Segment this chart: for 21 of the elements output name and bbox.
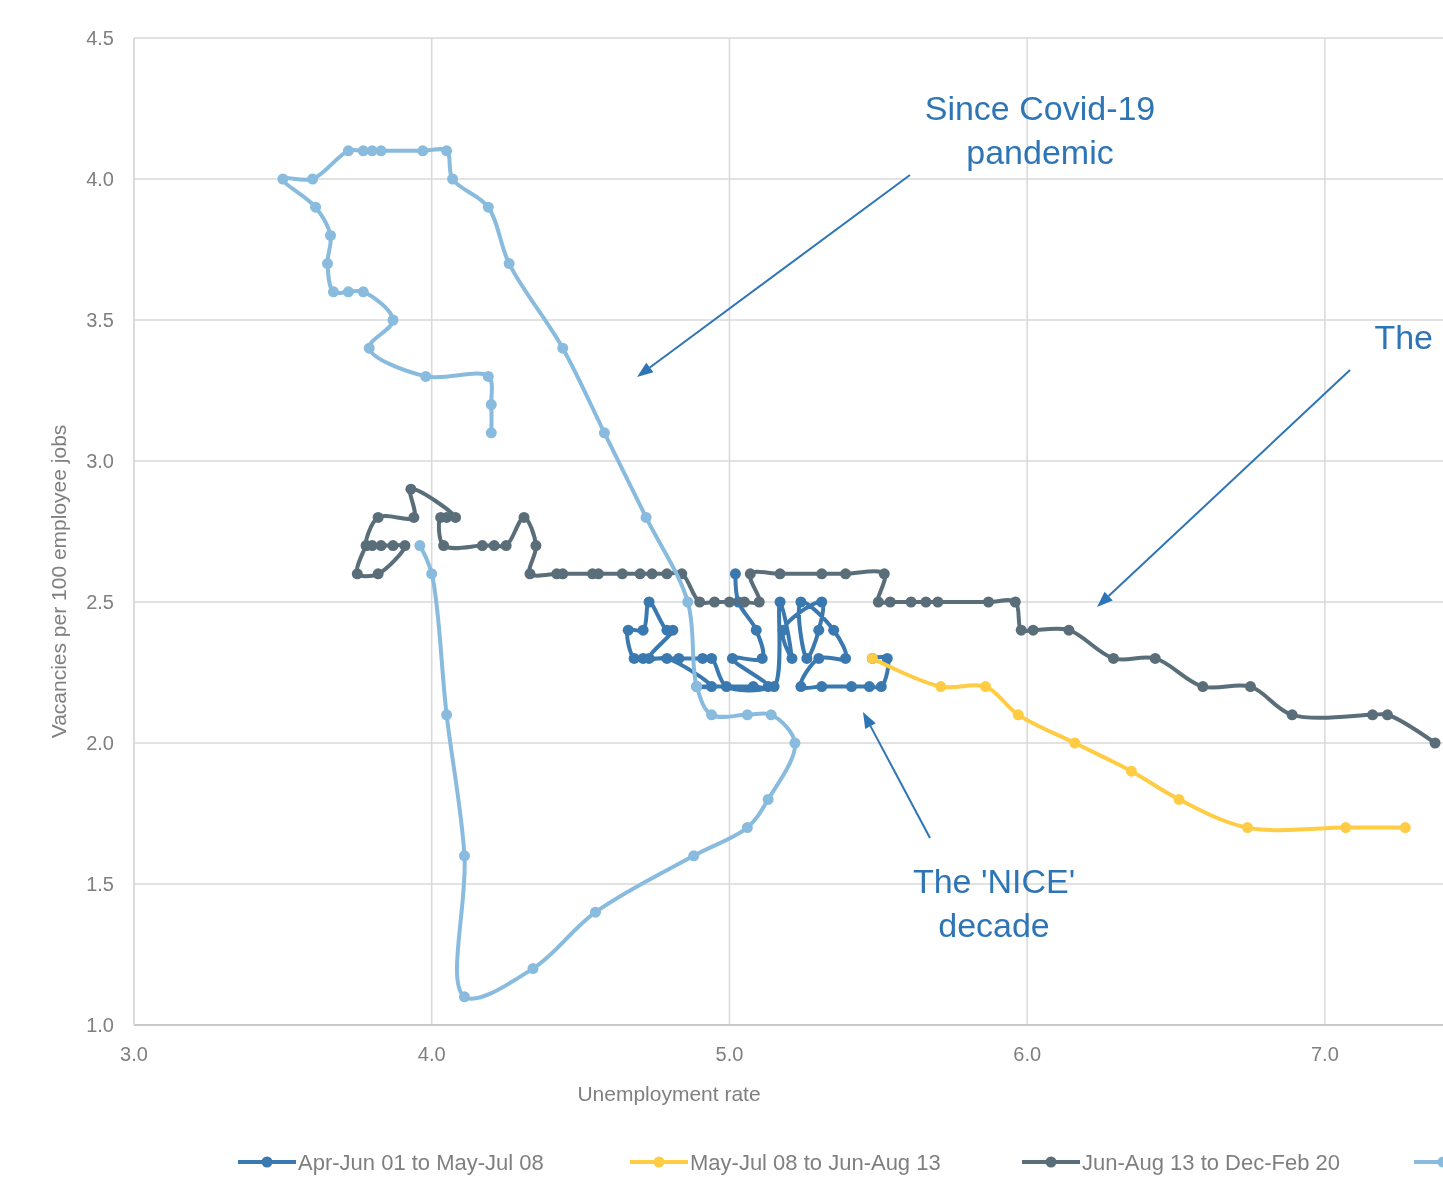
y-tick-label: 3.5 bbox=[86, 309, 114, 331]
y-tick-label: 2.0 bbox=[86, 732, 114, 754]
y-tick-label: 4.5 bbox=[86, 27, 114, 49]
x-tick-label: 5.0 bbox=[715, 1043, 744, 1065]
y-tick-label: 1.0 bbox=[86, 1014, 114, 1036]
y-tick-label: 2.5 bbox=[86, 591, 114, 613]
annotation: Since Covid-19 pandemic bbox=[924, 89, 1156, 171]
x-tick-label: 6.0 bbox=[1013, 1043, 1042, 1065]
x-tick-label: 3.0 bbox=[120, 1043, 148, 1065]
legend-label: May-Jul 08 to Jun-Aug 13 bbox=[690, 1150, 941, 1175]
x-tick-label: 4.0 bbox=[417, 1043, 446, 1065]
y-tick-label: 1.5 bbox=[86, 873, 114, 895]
legend-label: Jun-Aug 13 to Dec-Feb 20 bbox=[1082, 1150, 1341, 1175]
x-axis-title: Unemployment rate bbox=[577, 1082, 761, 1105]
legend-label: Apr-Jun 01 to May-Jul 08 bbox=[298, 1150, 544, 1175]
x-tick-label: 7.0 bbox=[1311, 1043, 1339, 1065]
y-tick-label: 4.0 bbox=[86, 168, 114, 190]
annotation: The bbox=[1374, 318, 1433, 356]
y-axis-title: Vacancies per 100 employee jobs bbox=[47, 424, 70, 739]
annotation: The 'NICE' decade bbox=[912, 862, 1076, 944]
y-tick-label: 3.0 bbox=[86, 450, 114, 472]
